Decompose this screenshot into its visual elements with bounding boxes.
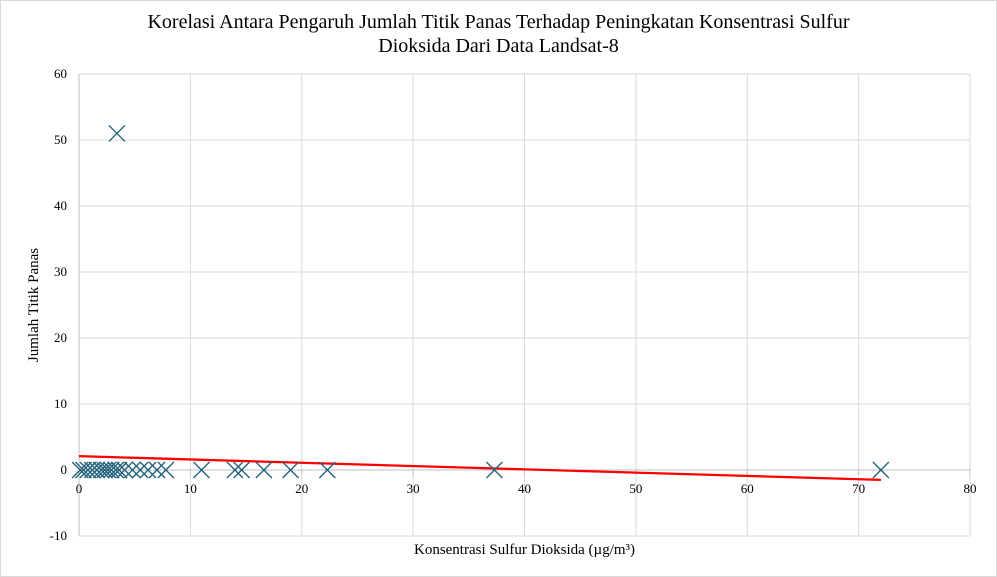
data-point — [282, 461, 300, 479]
x-axis-title: Konsentrasi Sulfur Dioksida (µg/m³) — [414, 542, 635, 558]
data-points — [71, 124, 890, 479]
data-point — [157, 461, 175, 479]
x-tick-label: 30 — [407, 481, 420, 496]
data-point — [193, 461, 210, 479]
y-tick-label: 40 — [54, 198, 67, 213]
y-tick-label: -10 — [50, 528, 67, 543]
data-point — [110, 461, 128, 479]
trendline — [78, 455, 881, 482]
y-tick-label: 30 — [54, 264, 67, 279]
data-point — [79, 461, 97, 479]
chart-title-line-1: Korelasi Antara Pengaruh Jumlah Titik Pa… — [147, 11, 850, 33]
data-point — [116, 461, 134, 479]
data-point — [131, 461, 149, 479]
data-point — [124, 461, 141, 479]
data-point — [139, 461, 157, 479]
x-tick-label: 40 — [518, 481, 531, 496]
data-point — [108, 124, 126, 142]
y-tick-label: 50 — [54, 132, 67, 147]
data-point — [74, 461, 92, 479]
data-point — [255, 461, 273, 479]
chart-title-line-2: Dioksida Dari Data Landsat-8 — [378, 35, 619, 57]
data-point — [71, 461, 89, 479]
y-axis-title: Jumlah Titik Panas — [26, 248, 42, 362]
x-tick-label: 80 — [964, 481, 977, 496]
chart-title: Korelasi Antara Pengaruh Jumlah Titik Pa… — [0, 10, 997, 58]
x-tick-label: 50 — [629, 481, 642, 496]
x-tick-label: 60 — [741, 481, 754, 496]
x-tick-label: 10 — [184, 481, 197, 496]
data-point — [102, 461, 120, 479]
data-point — [107, 461, 125, 479]
x-tick-label: 0 — [76, 481, 83, 496]
data-point — [148, 461, 166, 479]
y-tick-label: 20 — [54, 330, 67, 345]
trendline-layer — [78, 455, 881, 482]
y-tick-label: 10 — [54, 396, 67, 411]
data-point — [233, 461, 251, 479]
data-point — [485, 461, 503, 479]
y-tick-label: 60 — [54, 66, 67, 81]
y-tick-label: 0 — [61, 462, 68, 477]
data-point — [318, 461, 336, 479]
tick-labels: 0 10 20 30 40 50 60 70 80 -10 0 10 20 30 40 50 60 — [50, 66, 977, 543]
data-point — [226, 461, 244, 479]
x-tick-label: 70 — [852, 481, 865, 496]
x-tick-label: 20 — [295, 481, 308, 496]
data-point — [872, 461, 890, 479]
data-point — [83, 461, 101, 479]
grid-lines — [78, 73, 971, 537]
